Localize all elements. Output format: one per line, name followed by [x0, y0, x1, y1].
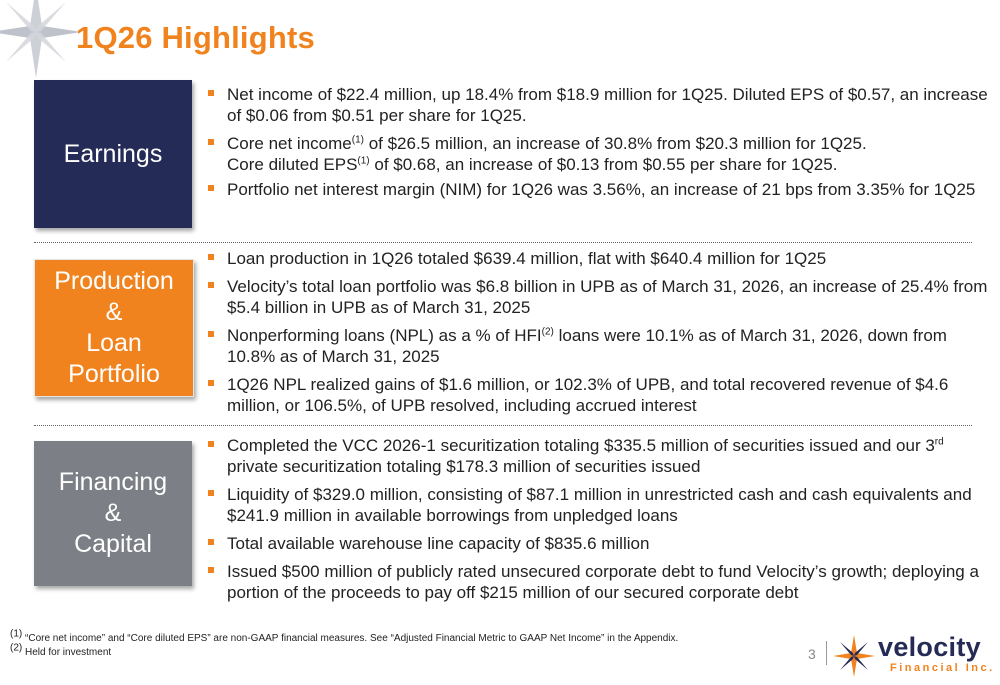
bullet-square-icon	[208, 254, 214, 260]
section-label-financing: Financing & Capital	[34, 441, 192, 586]
bullet-square-icon	[208, 490, 214, 496]
bullet-text: Loan production in 1Q26 totaled $639.4 m…	[227, 249, 827, 268]
bullet-text-pre: Completed the VCC 2026-1 securitization …	[227, 436, 935, 455]
logo-star-icon	[833, 635, 875, 677]
bullet-item: Liquidity of $329.0 million, consisting …	[206, 484, 996, 526]
footnote: (2) Held for investment	[10, 642, 678, 660]
page-number: 3	[808, 646, 816, 662]
bullet-item: Issued $500 million of publicly rated un…	[206, 561, 996, 603]
footnote-marker: (2)	[541, 326, 554, 338]
decorative-star-icon	[0, 0, 82, 78]
bullet-item: Portfolio net interest margin (NIM) for …	[206, 179, 996, 200]
footnote: (1) “Core net income” and “Core diluted …	[10, 628, 679, 646]
bullet-square-icon	[208, 380, 214, 386]
section-label-production: Production & Loan Portfolio	[34, 259, 194, 397]
bullet-text-pre: Core net income	[227, 134, 352, 153]
bullet-item: Core net income(1) of $26.5 million, an …	[206, 133, 996, 175]
logo-wordmark: velocity	[878, 632, 981, 662]
bullet-item: 1Q26 NPL realized gains of $1.6 million,…	[206, 374, 996, 416]
bullet-text-pre: Core diluted EPS	[227, 155, 358, 174]
bullet-text-post: private securitization totaling $178.3 m…	[227, 457, 701, 476]
page-number-divider	[826, 641, 827, 665]
section-label-line: Loan	[86, 329, 142, 357]
bullet-text: Velocity’s total loan portfolio was $6.8…	[227, 277, 988, 317]
logo-subtitle: Financial Inc.	[890, 662, 995, 674]
footnote-marker: (1)	[10, 628, 23, 640]
footnote-marker: (1)	[357, 155, 370, 167]
section-label-earnings: Earnings	[34, 80, 192, 228]
bullet-item: Completed the VCC 2026-1 securitization …	[206, 435, 996, 477]
bullet-text: Liquidity of $329.0 million, consisting …	[227, 485, 972, 525]
bullet-text: Issued $500 million of publicly rated un…	[227, 562, 979, 602]
bullet-text: Net income of $22.4 million, up 18.4% fr…	[227, 85, 988, 125]
bullet-text-post: of $0.68, an increase of $0.13 from $0.5…	[369, 155, 838, 174]
section-divider	[34, 242, 972, 243]
section-label-line: Earnings	[63, 139, 163, 168]
section-label-line: &	[105, 298, 123, 326]
bullet-item: Nonperforming loans (NPL) as a % of HFI(…	[206, 325, 996, 367]
section-label-line: Capital	[74, 530, 152, 558]
bullet-text: Total available warehouse line capacity …	[227, 534, 650, 553]
bullet-square-icon	[208, 185, 214, 191]
company-logo: velocity Financial Inc.	[832, 632, 1000, 682]
bullet-square-icon	[208, 539, 214, 545]
bullet-text-post: of $26.5 million, an increase of 30.8% f…	[363, 134, 867, 153]
section-label-line: &	[104, 499, 122, 527]
section-label-line: Portfolio	[68, 360, 160, 388]
bullet-square-icon	[208, 282, 214, 288]
bullet-item: Loan production in 1Q26 totaled $639.4 m…	[206, 248, 996, 269]
bullet-item: Net income of $22.4 million, up 18.4% fr…	[206, 84, 996, 126]
bullet-item: Velocity’s total loan portfolio was $6.8…	[206, 276, 996, 318]
financing-bullet-list: Completed the VCC 2026-1 securitization …	[206, 435, 996, 610]
footnote-marker: (1)	[351, 134, 364, 146]
footnote-marker: rd	[934, 436, 944, 448]
earnings-bullet-list: Net income of $22.4 million, up 18.4% fr…	[206, 84, 996, 207]
page-title: 1Q26 Highlights	[76, 20, 315, 55]
section-label-line: Production	[54, 267, 174, 295]
bullet-square-icon	[208, 441, 214, 447]
footnote-marker: (2)	[10, 642, 23, 654]
bullet-text-pre: Nonperforming loans (NPL) as a % of HFI	[227, 326, 542, 345]
footnote-text: Held for investment	[22, 647, 112, 658]
section-divider	[34, 425, 972, 426]
footnote-text: “Core net income” and “Core diluted EPS”…	[22, 633, 679, 644]
bullet-text: 1Q26 NPL realized gains of $1.6 million,…	[227, 375, 949, 415]
bullet-square-icon	[208, 139, 214, 145]
bullet-text: Portfolio net interest margin (NIM) for …	[227, 180, 976, 199]
footnotes: (1) “Core net income” and “Core diluted …	[10, 628, 679, 660]
production-bullet-list: Loan production in 1Q26 totaled $639.4 m…	[206, 248, 996, 423]
bullet-square-icon	[208, 567, 214, 573]
section-label-line: Financing	[58, 468, 168, 496]
bullet-square-icon	[208, 90, 214, 96]
bullet-square-icon	[208, 331, 214, 337]
bullet-item: Total available warehouse line capacity …	[206, 533, 996, 554]
bullet-text-post: loans were 10.1% as of March 31, 2026, d…	[227, 326, 947, 366]
